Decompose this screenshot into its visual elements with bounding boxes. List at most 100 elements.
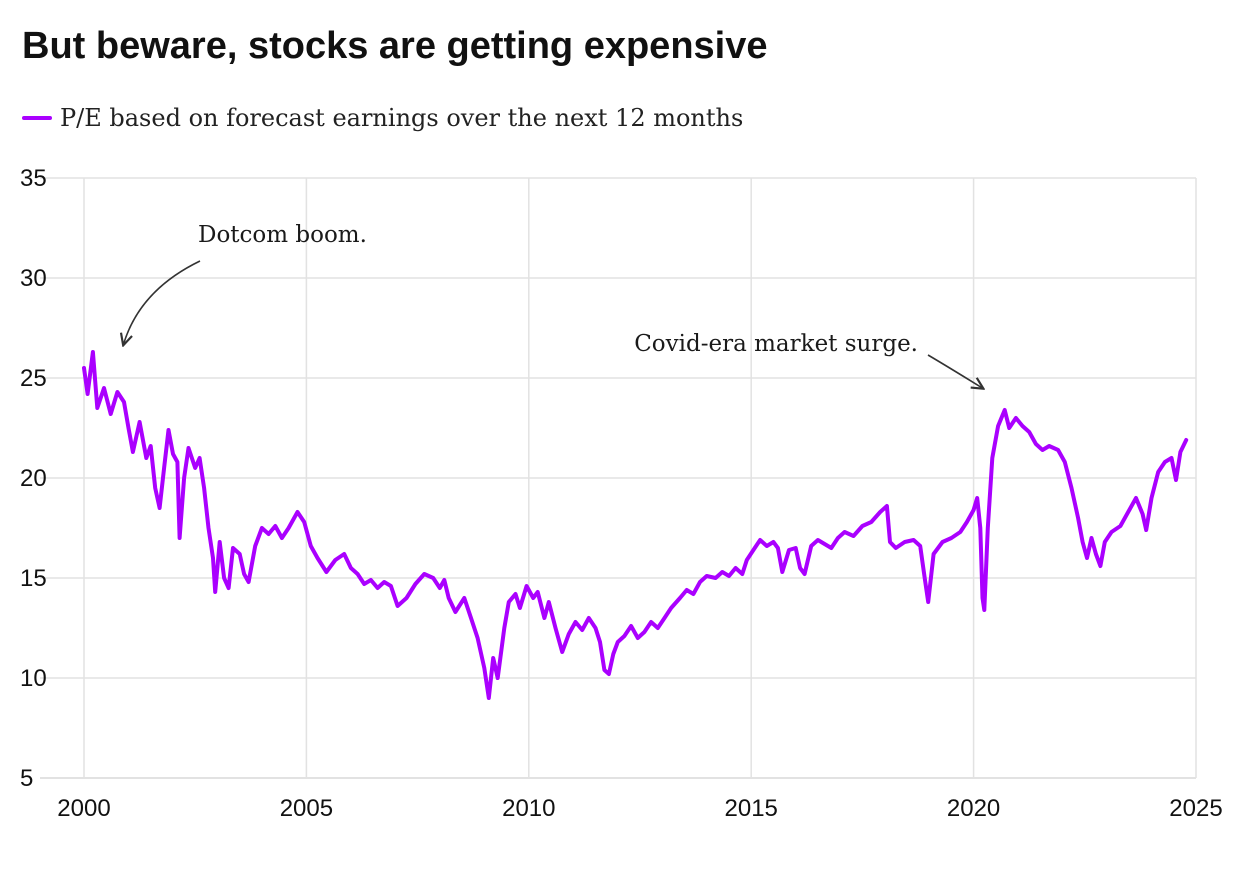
data-point bbox=[602, 668, 607, 672]
data-point bbox=[986, 526, 990, 530]
data-point bbox=[287, 526, 291, 530]
data-point bbox=[536, 590, 540, 594]
legend-swatch bbox=[22, 116, 52, 120]
y-tick-label: 15 bbox=[20, 565, 47, 592]
data-point bbox=[227, 586, 231, 590]
data-point bbox=[82, 366, 86, 370]
data-point bbox=[91, 350, 95, 354]
data-point bbox=[1118, 524, 1122, 528]
data-point bbox=[698, 580, 702, 584]
data-point bbox=[431, 576, 435, 580]
data-point bbox=[280, 536, 284, 540]
data-point bbox=[823, 542, 827, 546]
data-point bbox=[1163, 460, 1167, 464]
data-point bbox=[616, 640, 620, 644]
data-point bbox=[513, 592, 518, 596]
data-point bbox=[1047, 444, 1051, 448]
data-point bbox=[975, 496, 979, 500]
data-point bbox=[649, 620, 653, 624]
data-point bbox=[765, 544, 769, 548]
data-point bbox=[553, 626, 558, 630]
chart-title: But beware, stocks are getting expensive bbox=[22, 25, 768, 67]
data-point bbox=[349, 566, 353, 570]
data-point bbox=[487, 696, 491, 700]
data-point bbox=[926, 600, 930, 604]
data-point bbox=[1149, 496, 1154, 500]
data-point bbox=[869, 520, 873, 524]
data-point bbox=[302, 520, 306, 524]
data-point bbox=[758, 538, 762, 542]
annotations: Dotcom boom. Covid-era market surge. bbox=[124, 222, 983, 388]
data-point bbox=[949, 536, 954, 540]
data-point bbox=[1169, 456, 1174, 460]
data-point bbox=[611, 652, 615, 656]
data-point bbox=[115, 390, 119, 394]
data-point bbox=[342, 552, 346, 556]
data-point bbox=[482, 666, 486, 670]
data-point bbox=[95, 406, 99, 410]
data-point bbox=[720, 570, 724, 574]
data-point bbox=[780, 570, 784, 574]
data-point bbox=[369, 578, 373, 582]
data-point bbox=[1184, 438, 1188, 442]
data-point bbox=[1127, 508, 1131, 512]
data-point bbox=[751, 548, 756, 552]
data-point bbox=[636, 636, 640, 640]
data-point bbox=[138, 420, 142, 424]
data-point bbox=[496, 676, 500, 680]
data-point bbox=[629, 624, 633, 628]
data-point bbox=[518, 606, 522, 610]
data-point bbox=[507, 600, 511, 604]
data-point bbox=[1040, 448, 1045, 452]
data-point bbox=[222, 576, 226, 580]
data-point bbox=[1007, 426, 1011, 430]
data-point bbox=[502, 626, 506, 630]
data-point bbox=[816, 538, 820, 542]
data-point bbox=[211, 556, 215, 560]
data-point bbox=[923, 576, 927, 580]
data-point bbox=[182, 476, 186, 480]
data-point bbox=[705, 574, 709, 578]
data-point bbox=[787, 548, 791, 552]
data-point bbox=[1174, 478, 1178, 482]
data-point bbox=[469, 616, 473, 620]
data-point bbox=[622, 634, 627, 638]
data-point bbox=[422, 572, 426, 576]
data-point bbox=[525, 584, 529, 588]
data-point bbox=[166, 428, 171, 432]
data-point bbox=[771, 540, 776, 544]
data-point bbox=[809, 544, 813, 548]
data-point bbox=[990, 456, 994, 460]
y-axis: 5 10 15 20 25 30 35 bbox=[20, 165, 47, 792]
data-point bbox=[547, 600, 551, 604]
data-point bbox=[324, 570, 328, 574]
y-tick-label: 5 bbox=[20, 765, 33, 792]
data-point bbox=[102, 386, 106, 390]
data-point bbox=[356, 572, 360, 576]
data-point bbox=[1144, 528, 1148, 532]
data-point bbox=[740, 572, 744, 576]
y-tick-label: 10 bbox=[20, 665, 47, 692]
data-point bbox=[878, 510, 882, 514]
data-point bbox=[996, 424, 1000, 428]
data-point bbox=[1156, 470, 1160, 474]
data-point bbox=[1134, 496, 1138, 500]
data-point bbox=[162, 466, 166, 470]
data-point bbox=[126, 426, 131, 430]
data-point bbox=[404, 596, 409, 600]
data-point bbox=[158, 506, 162, 510]
x-axis: 2000 2005 2010 2015 2020 2025 bbox=[57, 795, 1222, 822]
data-point bbox=[1063, 460, 1067, 464]
data-point bbox=[727, 574, 731, 578]
data-point bbox=[1081, 540, 1085, 544]
x-tick-label: 2010 bbox=[502, 795, 555, 822]
data-point bbox=[982, 608, 986, 612]
data-point bbox=[453, 610, 457, 614]
data-point bbox=[333, 558, 337, 562]
x-tick-label: 2025 bbox=[1169, 795, 1222, 822]
legend-label: P/E based on forecast earnings over the … bbox=[60, 104, 744, 132]
data-point bbox=[932, 552, 936, 556]
data-point bbox=[1020, 424, 1025, 428]
data-point bbox=[531, 596, 535, 600]
data-point bbox=[1014, 416, 1018, 420]
